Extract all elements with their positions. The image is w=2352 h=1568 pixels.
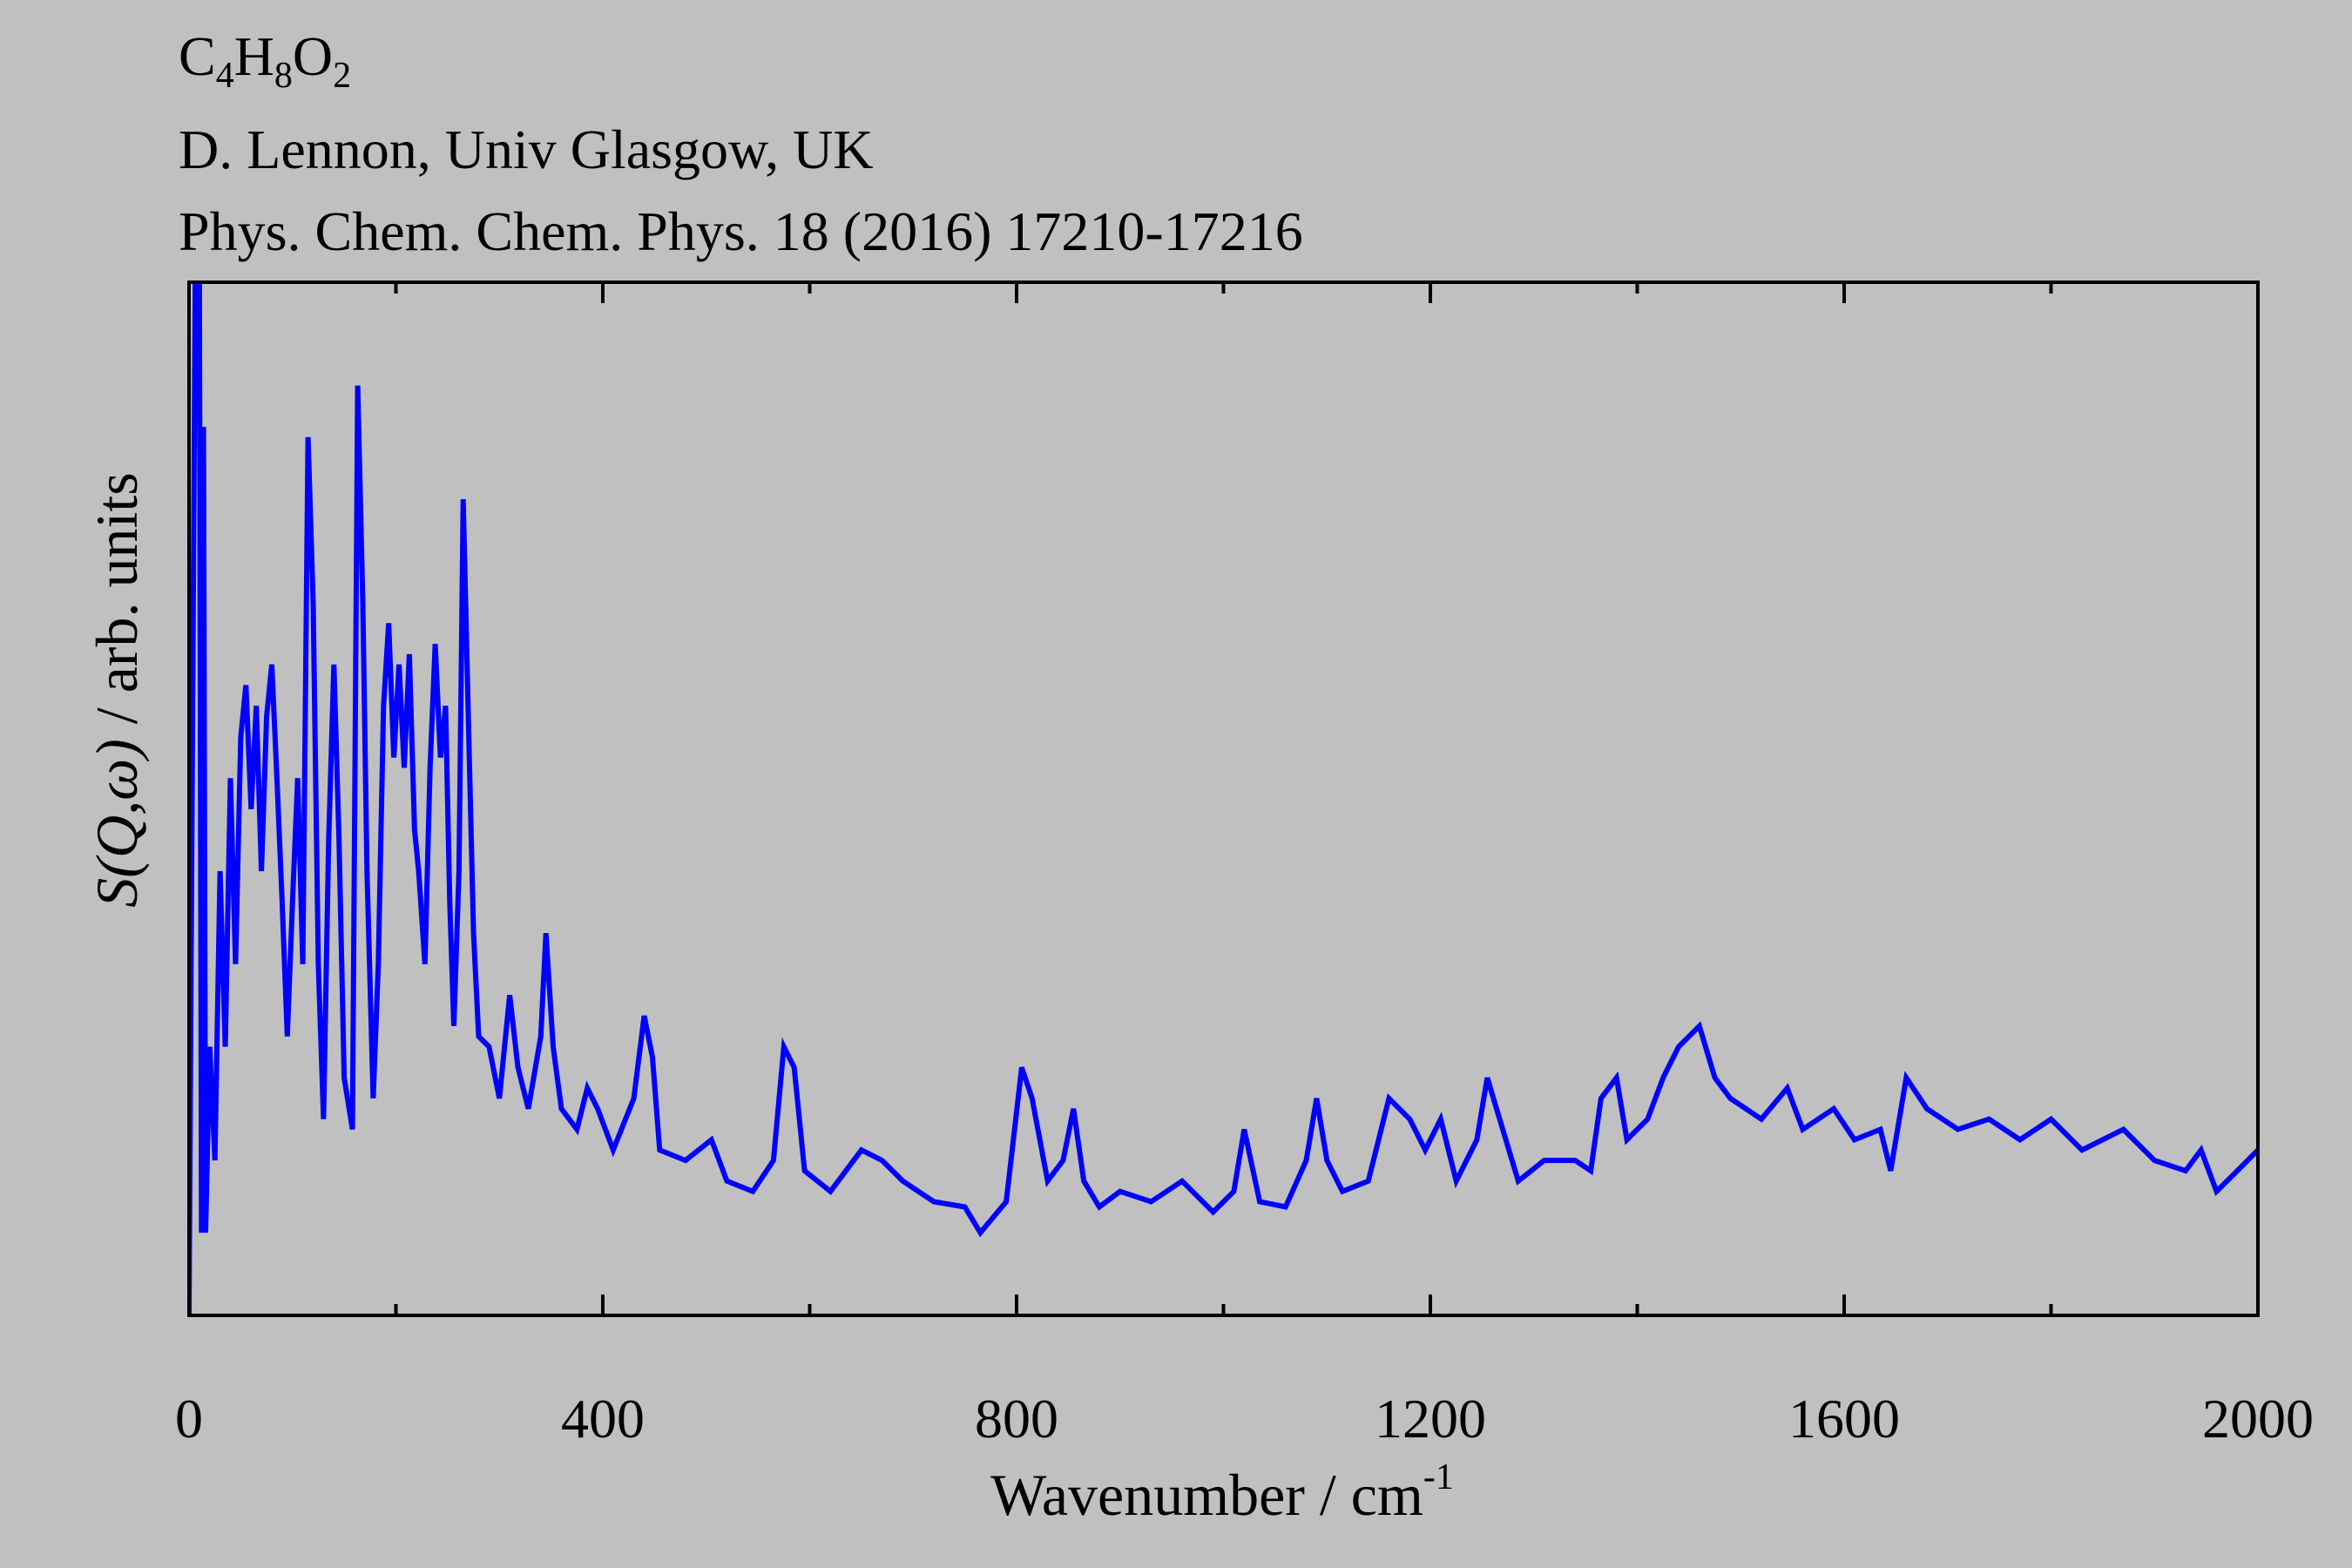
x-tick-label: 1600 (1788, 1388, 1900, 1450)
y-axis-label: S(Q,ω) / arb. units (84, 472, 150, 907)
chart-subtitle: Phys. Chem. Chem. Phys. 18 (2016) 17210-… (179, 200, 1303, 262)
chart-subtitle: D. Lennon, Univ Glasgow, UK (179, 118, 874, 180)
x-tick-label: 2000 (2202, 1388, 2314, 1450)
x-axis-label: Wavenumber / cm-1 (990, 1457, 1454, 1528)
chart-title: C4H8O2 (179, 25, 351, 96)
spectrum-line (189, 282, 2258, 1315)
x-tick-label: 800 (975, 1388, 1058, 1450)
x-tick-label: 0 (175, 1388, 203, 1450)
x-tick-label: 1200 (1375, 1388, 1486, 1450)
plot-frame (187, 280, 2260, 1317)
x-tick-label: 400 (561, 1388, 645, 1450)
